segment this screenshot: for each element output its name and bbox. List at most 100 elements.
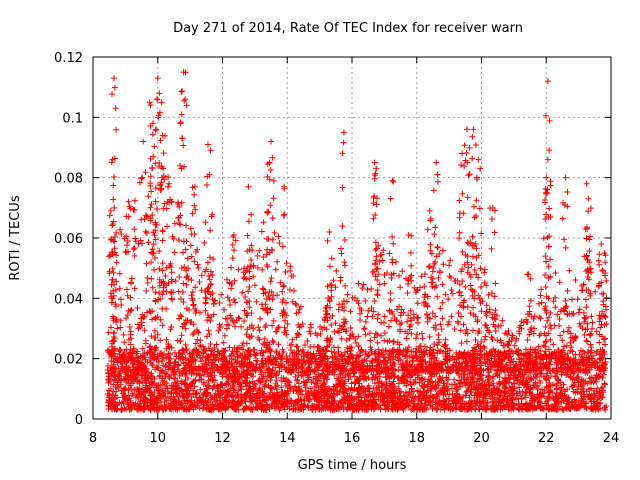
data-point xyxy=(407,307,414,314)
data-point xyxy=(381,280,388,287)
data-point xyxy=(258,301,265,308)
data-point xyxy=(588,330,595,337)
data-point xyxy=(593,349,600,356)
data-point xyxy=(147,173,154,180)
data-point xyxy=(594,385,601,392)
data-point xyxy=(581,331,588,338)
data-point xyxy=(149,246,156,253)
data-point xyxy=(247,386,254,393)
data-point xyxy=(152,289,159,296)
data-point xyxy=(380,247,387,254)
data-point xyxy=(127,307,134,314)
data-point xyxy=(439,247,446,254)
data-point xyxy=(326,386,333,393)
data-point xyxy=(189,297,196,304)
data-point xyxy=(471,397,478,404)
data-point xyxy=(516,330,523,337)
data-point xyxy=(117,324,124,331)
data-point xyxy=(159,227,166,234)
data-point xyxy=(362,297,369,304)
data-point xyxy=(132,238,139,245)
data-point xyxy=(427,247,434,254)
data-point xyxy=(468,261,475,268)
data-point xyxy=(152,185,159,192)
data-point xyxy=(439,315,446,322)
data-point xyxy=(189,289,196,296)
data-point xyxy=(475,274,482,281)
data-point xyxy=(333,375,340,382)
data-point xyxy=(337,277,344,284)
data-point xyxy=(476,348,483,355)
data-point xyxy=(245,288,252,295)
data-point xyxy=(367,337,374,344)
data-point xyxy=(118,230,125,237)
data-point xyxy=(552,270,559,277)
data-point xyxy=(357,316,364,323)
data-point xyxy=(531,325,538,332)
data-point xyxy=(201,346,208,353)
data-point xyxy=(168,264,175,271)
data-point xyxy=(112,286,119,293)
data-point xyxy=(279,299,286,306)
data-point xyxy=(169,233,176,240)
data-point xyxy=(239,289,246,296)
data-point xyxy=(159,260,166,267)
data-point xyxy=(220,339,227,346)
data-point xyxy=(269,296,276,303)
data-point xyxy=(471,295,478,302)
data-point xyxy=(451,376,458,383)
data-point xyxy=(580,309,587,316)
data-point xyxy=(471,267,478,274)
data-point xyxy=(378,251,385,258)
data-point xyxy=(344,291,351,298)
data-point xyxy=(535,300,542,307)
data-point xyxy=(131,244,138,251)
data-point xyxy=(287,346,294,353)
data-point xyxy=(456,302,463,309)
data-point xyxy=(196,278,203,285)
data-point xyxy=(511,342,518,349)
data-point xyxy=(396,321,403,328)
data-point xyxy=(589,319,596,326)
data-point xyxy=(550,298,557,305)
data-point xyxy=(195,264,202,271)
data-point xyxy=(139,240,146,247)
data-point xyxy=(515,400,522,407)
data-point xyxy=(257,364,264,371)
data-point xyxy=(421,294,428,301)
data-point xyxy=(415,319,422,326)
data-point xyxy=(227,302,234,309)
data-point xyxy=(482,333,489,340)
data-point xyxy=(149,308,156,315)
data-point xyxy=(546,379,553,386)
data-point xyxy=(143,287,150,294)
data-point xyxy=(356,310,363,317)
data-point xyxy=(211,367,218,374)
data-point xyxy=(439,397,446,404)
data-point xyxy=(521,371,528,378)
data-point xyxy=(361,325,368,332)
data-point xyxy=(142,212,149,219)
data-point xyxy=(273,386,280,393)
data-point xyxy=(451,326,458,333)
data-point xyxy=(279,288,286,295)
data-point xyxy=(376,258,383,265)
data-point xyxy=(359,405,366,412)
data-point xyxy=(516,381,523,388)
data-point xyxy=(251,282,258,289)
data-point xyxy=(355,333,362,340)
data-point xyxy=(447,257,454,264)
data-point xyxy=(539,386,546,393)
data-point xyxy=(463,338,470,345)
data-point xyxy=(197,337,204,344)
data-point xyxy=(460,303,467,310)
data-point xyxy=(306,328,313,335)
data-point xyxy=(385,323,392,330)
data-point xyxy=(575,309,582,316)
data-point xyxy=(381,337,388,344)
data-point xyxy=(349,294,356,301)
data-point xyxy=(463,326,470,333)
data-point xyxy=(116,270,123,277)
data-point xyxy=(246,275,253,282)
data-point xyxy=(200,381,207,388)
